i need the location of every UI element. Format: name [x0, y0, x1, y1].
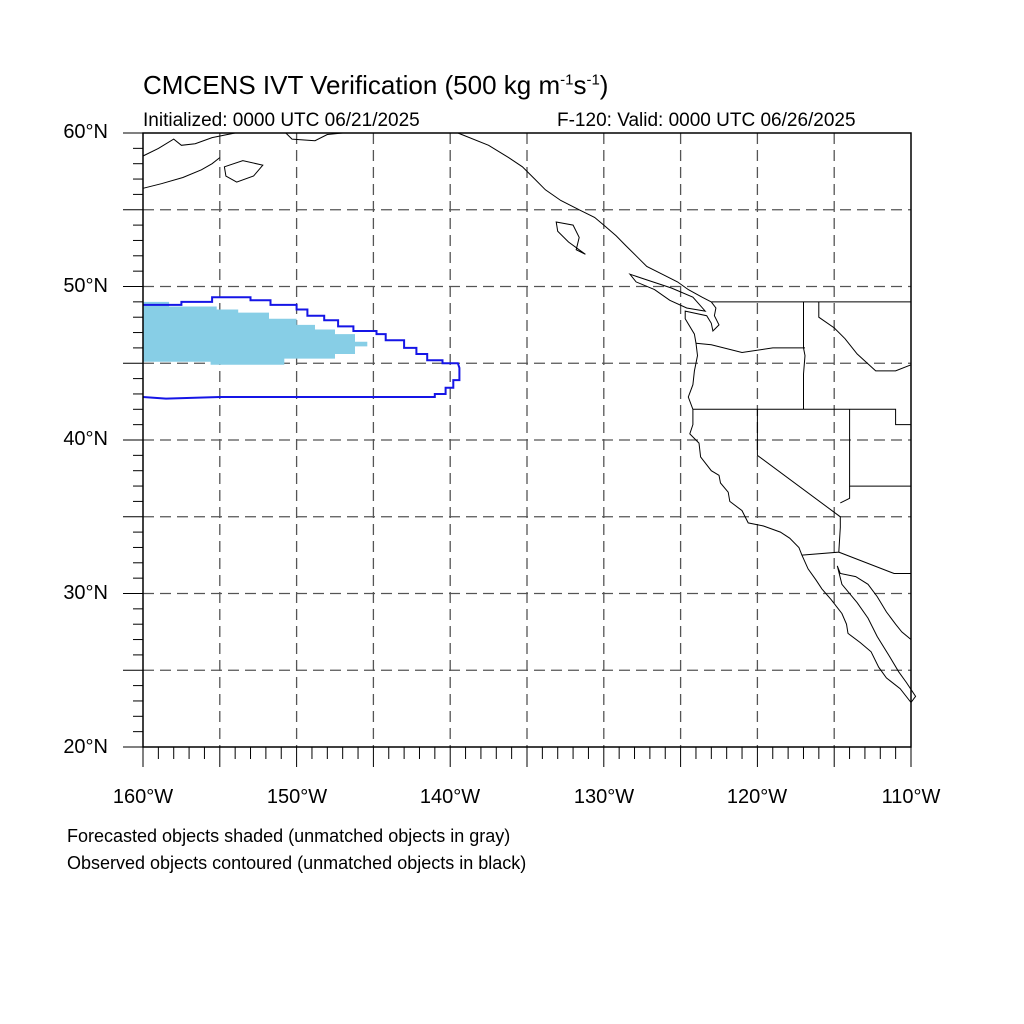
lon-label-150w: 150°W	[266, 786, 328, 808]
lon-label-130w: 130°W	[573, 786, 635, 808]
lat-label-40: 40°N	[63, 428, 108, 450]
kodiak-island	[223, 160, 264, 183]
forecast-note: Forecasted objects shaded (unmatched obj…	[67, 826, 511, 846]
alaska-gulf-coast	[285, 132, 343, 142]
washington-oregon-border	[695, 342, 805, 354]
lon-label-160w: 160°W	[112, 786, 174, 808]
map-frame	[142, 132, 912, 748]
idaho-montana-border	[818, 301, 912, 372]
alaska-peninsula-south	[142, 157, 221, 189]
initialized-time: Initialized: 0000 UTC 06/21/2025	[143, 110, 420, 131]
state-border-42n	[692, 408, 911, 426]
axis-ticks	[123, 132, 912, 767]
utah-nevada-border	[849, 409, 911, 487]
us-mexico-border	[838, 551, 911, 574]
figure-title: CMCENS IVT Verification (500 kg m-1s-1)	[143, 70, 609, 100]
lat-lon-grid	[143, 133, 911, 747]
california-nevada-border	[756, 409, 841, 556]
coastlines-and-borders	[142, 132, 917, 703]
observed-note: Observed objects contoured (unmatched ob…	[67, 853, 527, 873]
alaska-peninsula-coast	[142, 132, 236, 157]
lat-label-30: 30°N	[63, 582, 108, 604]
forecast-ivt-object	[143, 301, 368, 365]
lon-label-140w: 140°W	[419, 786, 481, 808]
lat-label-20: 20°N	[63, 736, 108, 758]
us-mexico-pacific-coast	[684, 301, 912, 703]
lon-label-120w: 120°W	[726, 786, 788, 808]
haida-gwaii	[555, 221, 586, 255]
bc-coastline	[457, 132, 712, 303]
lat-label-50: 50°N	[63, 275, 108, 297]
lat-label-60: 60°N	[63, 121, 108, 143]
valid-time: F-120: Valid: 0000 UTC 06/26/2025	[557, 110, 856, 131]
observed-ivt-contour	[142, 296, 461, 400]
lon-label-110w: 110°W	[881, 786, 941, 808]
gulf-of-california-coast	[836, 565, 917, 703]
vancouver-island	[628, 273, 707, 312]
arizona-nw-border	[840, 486, 851, 504]
idaho-west-border	[803, 301, 806, 410]
